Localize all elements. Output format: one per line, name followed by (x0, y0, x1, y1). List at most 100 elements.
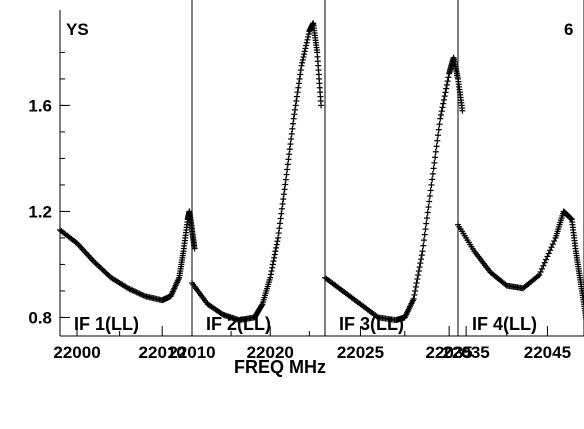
data-point-marker (551, 238, 558, 245)
y-tick-label: 1.2 (28, 202, 52, 221)
data-point-marker (540, 262, 547, 269)
x-tick-label: 22010 (168, 343, 215, 362)
data-point-marker (286, 146, 293, 153)
data-point-marker (548, 244, 555, 251)
data-point-marker (271, 254, 278, 261)
data-point-marker (418, 256, 425, 263)
data-point-marker (304, 36, 311, 43)
data-point-marker (270, 258, 277, 265)
data-point-marker (537, 268, 544, 275)
data-point-marker (437, 115, 444, 122)
data-point-marker (284, 161, 291, 168)
data-point-marker (543, 256, 550, 263)
data-point-marker (267, 271, 274, 278)
data-point-marker (417, 260, 424, 267)
data-point-marker (435, 126, 442, 133)
data-point-marker (297, 71, 304, 78)
data-point-marker (545, 250, 552, 257)
data-point-marker (299, 59, 306, 66)
data-point-marker (443, 85, 450, 92)
data-markers (57, 20, 584, 324)
data-point-marker (413, 279, 420, 286)
data-point-marker (412, 283, 419, 290)
data-point-marker (440, 100, 447, 107)
data-point-marker (429, 170, 436, 177)
data-point-marker (297, 67, 304, 74)
data-point-marker (267, 274, 274, 281)
data-point-marker (293, 93, 300, 100)
panel-label: IF 4(LL) (472, 314, 537, 334)
data-point-marker (283, 171, 290, 178)
panel-label: IF 2(LL) (206, 314, 271, 334)
data-point-marker (284, 166, 291, 173)
x-tick-label: 22035 (425, 343, 472, 362)
data-point-marker (303, 42, 310, 49)
data-point-marker (421, 237, 428, 244)
data-point-marker (278, 205, 285, 212)
data-point-marker (258, 302, 265, 309)
data-point-marker (434, 137, 441, 144)
x-tick-label: 22000 (53, 343, 100, 362)
data-point-marker (294, 89, 301, 96)
data-point-marker (436, 121, 443, 128)
data-point-marker (280, 196, 287, 203)
data-point-marker (426, 192, 433, 199)
data-point-marker (415, 272, 422, 279)
data-point-marker (298, 62, 305, 69)
data-point-marker (303, 39, 310, 46)
panel-labels: IF 1(LL) IF 2(LL) IF 3(LL) IF 4(LL) (74, 314, 537, 334)
data-point-marker (280, 191, 287, 198)
data-point-marker (301, 48, 308, 55)
data-point-marker (433, 143, 440, 150)
data-point-marker (292, 106, 299, 113)
data-point-marker (416, 264, 423, 271)
data-point-marker (290, 120, 297, 127)
panel-label: IF 3(LL) (339, 314, 404, 334)
data-point-marker (424, 209, 431, 216)
source-label: YS (66, 20, 89, 39)
data-point-marker (411, 291, 418, 298)
data-point-marker (581, 308, 584, 310)
data-point-marker (439, 104, 446, 111)
data-point-marker (582, 312, 584, 314)
data-point-marker (423, 215, 430, 222)
data-point-marker (581, 301, 584, 308)
data-point-marker (415, 268, 422, 275)
data-point-marker (412, 287, 419, 294)
data-point-marker (438, 111, 445, 118)
data-point-marker (541, 259, 548, 266)
data-point-marker (410, 295, 417, 302)
data-point-marker (300, 54, 307, 61)
data-point-marker (278, 210, 285, 217)
data-point-marker (302, 45, 309, 52)
data-point-marker (582, 310, 584, 312)
data-point-marker (295, 84, 302, 91)
data-point-marker (218, 310, 225, 317)
data-point-marker (445, 74, 452, 81)
data-point-marker (547, 247, 554, 254)
data-point-marker (443, 81, 450, 88)
data-point-marker (295, 80, 302, 87)
data-point-marker (289, 125, 296, 132)
y-axis-ticks: 0.8 1.2 1.6 (28, 51, 70, 327)
data-point-marker (423, 220, 430, 227)
data-point-marker (269, 261, 276, 268)
data-point-marker (435, 132, 442, 139)
data-point-marker (287, 141, 294, 148)
data-point-marker (438, 108, 445, 115)
data-point-marker (422, 226, 429, 233)
data-point-marker (191, 245, 198, 252)
data-point-marker (441, 93, 448, 100)
data-point-marker (268, 268, 275, 275)
data-point-marker (301, 51, 308, 58)
data-point-marker (273, 244, 280, 251)
data-point-marker (544, 253, 551, 260)
data-point-marker (444, 78, 451, 85)
data-point-marker (426, 198, 433, 205)
data-point-marker (425, 204, 432, 211)
data-point-marker (305, 33, 312, 40)
data-point-marker (293, 97, 300, 104)
data-point-marker (290, 115, 297, 122)
